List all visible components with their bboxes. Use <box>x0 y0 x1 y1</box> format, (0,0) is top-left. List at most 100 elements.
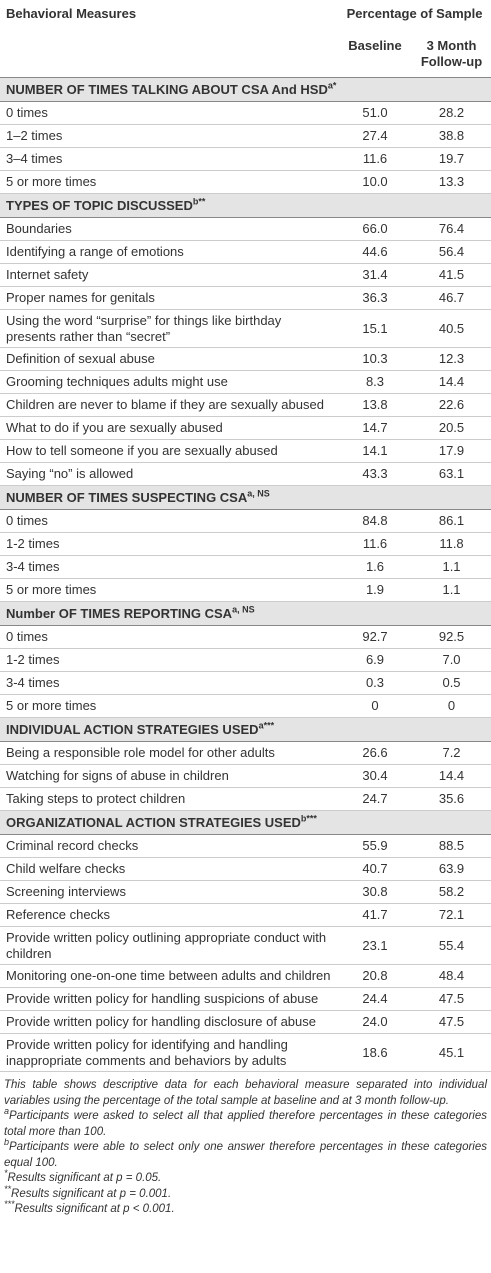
footnote-mark: a <box>4 1106 10 1117</box>
followup-value: 19.7 <box>412 147 491 171</box>
footnote: *Results significant at p = 0.05. <box>4 1169 487 1187</box>
followup-value: 13.3 <box>412 170 491 194</box>
measure-label: 1–2 times <box>0 124 338 148</box>
data-row: Definition of sexual abuse 10.3 12.3 <box>0 347 491 371</box>
followup-value: 7.2 <box>412 741 491 765</box>
baseline-value: 30.8 <box>338 880 412 904</box>
baseline-value: 24.7 <box>338 787 412 811</box>
section-title: NUMBER OF TIMES SUSPECTING CSA <box>6 489 248 505</box>
measure-label: How to tell someone if you are sexually … <box>0 439 338 463</box>
measure-label: 1-2 times <box>0 532 338 556</box>
measure-label: Reference checks <box>0 903 338 927</box>
followup-value: 76.4 <box>412 217 491 241</box>
data-row: 3–4 times 11.6 19.7 <box>0 147 491 171</box>
measure-label: Provide written policy outlining appropr… <box>0 926 338 965</box>
baseline-value: 8.3 <box>338 370 412 394</box>
section-row: Number OF TIMES REPORTING CSAa, NS <box>0 601 491 626</box>
baseline-value: 10.0 <box>338 170 412 194</box>
followup-value: 55.4 <box>412 926 491 965</box>
section-row: INDIVIDUAL ACTION STRATEGIES USEDa*** <box>0 717 491 742</box>
footnote: This table shows descriptive data for ea… <box>4 1078 487 1109</box>
data-row: Identifying a range of emotions 44.6 56.4 <box>0 240 491 264</box>
baseline-value: 44.6 <box>338 240 412 264</box>
baseline-value: 1.6 <box>338 555 412 579</box>
measure-label: Grooming techniques adults might use <box>0 370 338 394</box>
baseline-value: 41.7 <box>338 903 412 927</box>
baseline-value: 36.3 <box>338 286 412 310</box>
baseline-value: 27.4 <box>338 124 412 148</box>
footnote-text: Participants were able to select only on… <box>4 1141 487 1169</box>
followup-value: 11.8 <box>412 532 491 556</box>
data-row: Taking steps to protect children 24.7 35.6 <box>0 787 491 811</box>
section-title: INDIVIDUAL ACTION STRATEGIES USED <box>6 721 259 737</box>
section-superscript: a, NS <box>232 604 255 615</box>
followup-value: 56.4 <box>412 240 491 264</box>
measure-label: Provide written policy for handling disc… <box>0 1010 338 1034</box>
data-row: Criminal record checks 55.9 88.5 <box>0 834 491 858</box>
data-row: Screening interviews 30.8 58.2 <box>0 880 491 904</box>
data-row: Provide written policy for identifying a… <box>0 1033 491 1072</box>
followup-value: 41.5 <box>412 263 491 287</box>
baseline-value: 15.1 <box>338 309 412 348</box>
percentage-header: Percentage of Sample <box>346 6 483 22</box>
section-cell: Number OF TIMES REPORTING CSAa, NS <box>0 601 491 626</box>
footnote-text: This table shows descriptive data for ea… <box>4 1079 487 1107</box>
data-row: What to do if you are sexually abused 14.… <box>0 416 491 440</box>
measure-label: Proper names for genitals <box>0 286 338 310</box>
data-row: 1–2 times 27.4 38.8 <box>0 124 491 148</box>
data-row: Grooming techniques adults might use 8.3 1… <box>0 370 491 394</box>
followup-value: 88.5 <box>412 834 491 858</box>
data-row: 5 or more times 0 0 <box>0 694 491 718</box>
section-row: TYPES OF TOPIC DISCUSSEDb** <box>0 193 491 218</box>
data-row: 5 or more times 10.0 13.3 <box>0 170 491 194</box>
followup-value: 22.6 <box>412 393 491 417</box>
measure-label: Saying “no” is allowed <box>0 462 338 486</box>
followup-value: 47.5 <box>412 987 491 1011</box>
measure-label: 0 times <box>0 101 338 125</box>
followup-value: 58.2 <box>412 880 491 904</box>
measure-label: Being a responsible role model for other… <box>0 741 338 765</box>
baseline-value: 10.3 <box>338 347 412 371</box>
measure-label: Provide written policy for handling susp… <box>0 987 338 1011</box>
baseline-value: 24.0 <box>338 1010 412 1034</box>
followup-value: 47.5 <box>412 1010 491 1034</box>
followup-value: 0 <box>412 694 491 718</box>
measure-label: 0 times <box>0 625 338 649</box>
followup-value: 72.1 <box>412 903 491 927</box>
footnote-text: Results significant at p < 0.001. <box>14 1203 175 1215</box>
followup-value: 12.3 <box>412 347 491 371</box>
section-superscript: b** <box>192 196 206 207</box>
data-row: Children are never to blame if they are … <box>0 393 491 417</box>
section-cell: TYPES OF TOPIC DISCUSSEDb** <box>0 193 491 218</box>
measure-label: 3-4 times <box>0 671 338 695</box>
data-row: Internet safety 31.4 41.5 <box>0 263 491 287</box>
data-row: Being a responsible role model for other… <box>0 741 491 765</box>
measure-label: Taking steps to protect children <box>0 787 338 811</box>
data-row: Child welfare checks 40.7 63.9 <box>0 857 491 881</box>
followup-header: 3 Month Follow-up <box>420 38 483 69</box>
data-row: 0 times 92.7 92.5 <box>0 625 491 649</box>
baseline-value: 31.4 <box>338 263 412 287</box>
measure-label: 5 or more times <box>0 170 338 194</box>
baseline-value: 30.4 <box>338 764 412 788</box>
header-row: Baseline 3 Month Follow-up <box>0 28 491 78</box>
followup-value: 35.6 <box>412 787 491 811</box>
data-row: 5 or more times 1.9 1.1 <box>0 578 491 602</box>
baseline-header: Baseline <box>348 38 402 53</box>
section-title: NUMBER OF TIMES TALKING ABOUT CSA And HS… <box>6 81 328 97</box>
footnote-text: Results significant at p = 0.05. <box>7 1172 162 1184</box>
followup-value: 38.8 <box>412 124 491 148</box>
followup-value: 20.5 <box>412 416 491 440</box>
section-row: NUMBER OF TIMES SUSPECTING CSAa, NS <box>0 485 491 510</box>
followup-value: 45.1 <box>412 1033 491 1072</box>
baseline-value: 1.9 <box>338 578 412 602</box>
data-row: Monitoring one-on-one time between adult… <box>0 964 491 988</box>
section-superscript: a* <box>327 80 337 91</box>
footnote: ***Results significant at p < 0.001. <box>4 1200 487 1218</box>
data-row: Provide written policy for handling disc… <box>0 1010 491 1034</box>
baseline-value: 26.6 <box>338 741 412 765</box>
section-cell: INDIVIDUAL ACTION STRATEGIES USEDa*** <box>0 717 491 742</box>
measure-label: Definition of sexual abuse <box>0 347 338 371</box>
measure-label: Criminal record checks <box>0 834 338 858</box>
